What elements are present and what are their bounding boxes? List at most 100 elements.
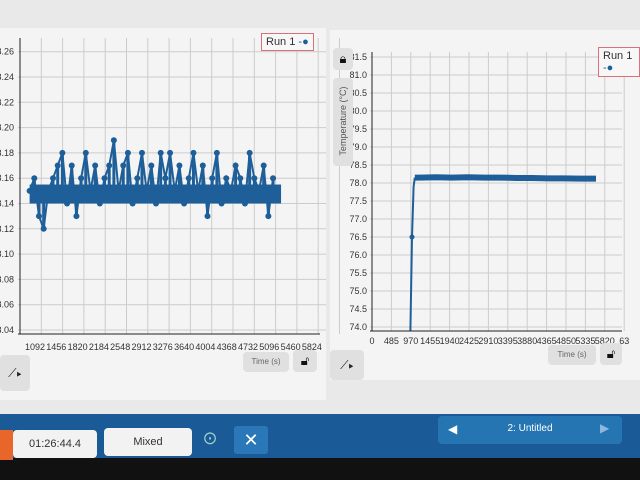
data-point	[120, 162, 127, 169]
y-tick-label: 78.12	[0, 224, 14, 234]
lock-icon[interactable]: 🔒︎	[333, 48, 353, 70]
x-tick-label: 1455	[420, 336, 440, 346]
x-tick-label: 4004	[195, 342, 215, 352]
data-point	[409, 234, 415, 240]
x-tick-label: 5460	[281, 342, 301, 352]
y-tick-label: 78.26	[0, 47, 14, 57]
x-tick-label: 4368	[217, 342, 237, 352]
data-point	[64, 200, 71, 207]
y-tick-label: 75.5	[349, 268, 367, 278]
right-legend[interactable]: Run 1 -●	[598, 47, 640, 77]
data-point	[213, 149, 220, 156]
data-point	[31, 175, 38, 182]
data-point	[78, 175, 85, 182]
x-tick-label: 0	[369, 336, 374, 346]
data-point	[138, 149, 145, 156]
mode-selector[interactable]: Mixed	[104, 428, 192, 456]
data-point	[167, 149, 174, 156]
data-point	[218, 200, 225, 207]
x-tick-label: 485	[384, 336, 399, 346]
x-tick-label: 4365	[537, 336, 557, 346]
left-legend[interactable]: Run 1 -●	[261, 33, 314, 51]
data-point	[260, 162, 267, 169]
y-tick-label: 74.0	[349, 322, 367, 332]
y-tick-label: 78.04	[0, 325, 14, 335]
data-point	[237, 175, 244, 182]
x-tick-label: 5096	[259, 342, 279, 352]
y-axis-button[interactable]: Temperature (°C)	[333, 78, 353, 166]
data-point	[110, 137, 117, 144]
legend-label: Run 1	[603, 50, 633, 62]
y-tick-label: 74.5	[349, 304, 367, 314]
right-x-axis-button[interactable]: Time (s)	[548, 345, 596, 365]
screen-bezel	[0, 458, 640, 480]
data-point	[124, 149, 131, 156]
data-point	[232, 162, 239, 169]
y-tick-label: 78.22	[0, 97, 14, 107]
data-point	[73, 213, 80, 220]
y-tick-label: 78.18	[0, 148, 14, 158]
y-tick-label: 77.5	[349, 196, 367, 206]
collect-icon[interactable]: ⊙	[202, 428, 218, 448]
y-tick-label: 78.0	[349, 178, 367, 188]
data-point	[176, 162, 183, 169]
x-tick-label: 1456	[46, 342, 66, 352]
x-tick-label: 2910	[478, 336, 498, 346]
series-marker-icon: -●	[603, 62, 614, 74]
data-point	[223, 175, 230, 182]
unlock-icon[interactable]: 🔓︎	[293, 350, 317, 372]
data-point	[26, 187, 33, 194]
data-point	[92, 162, 99, 169]
legend-label: Run 1	[266, 36, 296, 48]
timer-display: 01:26:44.4	[13, 430, 97, 458]
data-point	[35, 213, 42, 220]
y-tick-label: 79.5	[349, 124, 367, 134]
data-point	[82, 149, 89, 156]
data-point	[199, 162, 206, 169]
data-point	[115, 187, 122, 194]
data-point	[270, 175, 277, 182]
y-tick-label: 80.0	[349, 106, 367, 116]
page-title[interactable]: 2: Untitled	[507, 423, 553, 434]
data-point	[143, 187, 150, 194]
data-point	[54, 162, 61, 169]
data-point	[251, 175, 258, 182]
data-point	[190, 149, 197, 156]
unlock-icon[interactable]: 🔓︎	[600, 343, 622, 365]
x-tick-label: 2548	[110, 342, 130, 352]
y-tick-label: 76.0	[349, 250, 367, 260]
status-indicator	[0, 430, 13, 460]
data-point	[87, 187, 94, 194]
data-point	[50, 175, 57, 182]
data-point	[265, 213, 272, 220]
data-point	[204, 213, 211, 220]
page-navigator: ◀ 2: Untitled ▶	[438, 416, 622, 444]
x-tick-label: 3880	[517, 336, 537, 346]
data-point	[195, 187, 202, 194]
left-x-axis-button[interactable]: Time (s)	[243, 352, 289, 372]
y-axis-label: Temperature (°C)	[338, 86, 348, 156]
data-point	[246, 149, 253, 156]
y-tick-label: 78.24	[0, 72, 14, 82]
data-point	[148, 162, 155, 169]
data-point	[106, 162, 113, 169]
x-tick-label: 3640	[174, 342, 194, 352]
y-tick-label: 81.5	[349, 52, 367, 62]
series-line	[414, 174, 596, 182]
y-tick-label: 80.5	[349, 88, 367, 98]
y-tick-label: 78.08	[0, 274, 14, 284]
data-point	[162, 175, 169, 182]
triangle-left-icon[interactable]: ◀	[448, 422, 458, 436]
y-tick-label: 78.20	[0, 123, 14, 133]
graph-options-icon[interactable]: ⟋▸	[330, 350, 364, 380]
data-point	[45, 187, 52, 194]
y-tick-label: 78.16	[0, 173, 14, 183]
tools-icon[interactable]: ✕	[234, 426, 268, 454]
x-tick-label: 2912	[131, 342, 151, 352]
data-point	[59, 149, 66, 156]
triangle-right-icon[interactable]: ▶	[600, 421, 610, 435]
y-tick-label: 79.0	[349, 142, 367, 152]
x-tick-label: 63	[619, 336, 629, 346]
graph-options-icon[interactable]: ⟋▸	[0, 355, 30, 391]
data-point	[256, 187, 263, 194]
